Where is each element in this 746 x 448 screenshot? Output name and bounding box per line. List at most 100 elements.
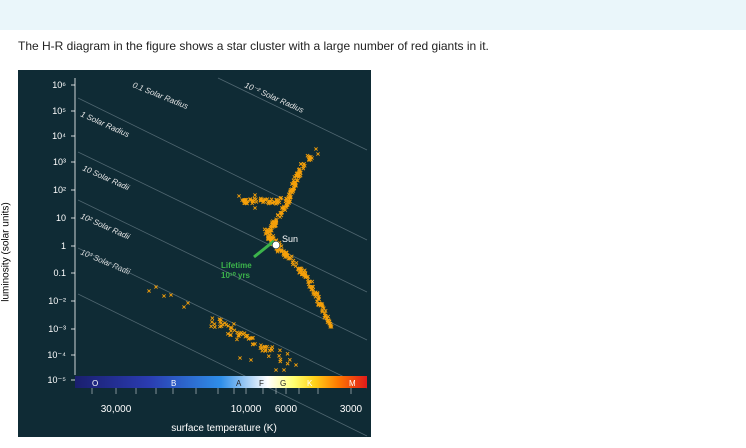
star-point — [294, 260, 299, 265]
star-point — [270, 201, 275, 205]
star-point — [258, 346, 263, 351]
spectral-class-label: G — [280, 379, 286, 388]
star-point — [262, 344, 267, 349]
star-point — [263, 344, 268, 349]
star-point — [296, 173, 300, 177]
spectral-bar — [75, 376, 367, 388]
radius-line — [77, 293, 368, 437]
y-tick-label: 10⁴ — [52, 131, 66, 141]
star-point — [320, 309, 325, 314]
star-point — [288, 195, 293, 199]
star-point — [169, 293, 173, 297]
radius-line-label: 1 Solar Radius — [79, 110, 131, 140]
star-point — [290, 190, 295, 195]
radius-line-label: 10² Solar Radii — [79, 212, 131, 242]
star-point — [285, 202, 290, 207]
star-point — [237, 194, 241, 198]
star-point — [267, 348, 272, 353]
x-tick-label: 10,000 — [231, 404, 262, 415]
star-point — [326, 314, 331, 319]
star-cluster — [147, 147, 334, 372]
star-point — [154, 285, 158, 289]
sun-marker — [271, 240, 281, 250]
x-axis-label: surface temperature (K) — [171, 423, 277, 434]
spectral-class-label: M — [349, 379, 356, 388]
star-point — [253, 206, 257, 210]
star-point — [285, 361, 290, 366]
star-point — [251, 335, 255, 340]
star-point — [223, 321, 227, 325]
star-point — [210, 316, 215, 321]
star-point — [316, 302, 321, 307]
star-point — [315, 299, 319, 304]
spectral-class-label: F — [259, 379, 264, 388]
star-point — [307, 158, 312, 163]
star-point — [210, 320, 214, 324]
star-point — [209, 324, 214, 329]
star-point — [291, 185, 296, 190]
star-point — [217, 317, 222, 322]
radius-line — [77, 151, 368, 293]
lifetime-marker-line — [253, 239, 275, 259]
y-tick-label: 10⁻⁴ — [47, 350, 66, 360]
question-text: The H-R diagram in the figure shows a st… — [18, 39, 489, 53]
star-point — [270, 220, 274, 225]
star-point — [249, 358, 253, 362]
star-point — [273, 200, 277, 205]
star-point — [315, 297, 320, 301]
x-tick-label: 3000 — [340, 404, 363, 415]
star-point — [246, 337, 251, 341]
star-point — [273, 219, 278, 224]
star-point — [263, 347, 268, 352]
star-point — [305, 153, 310, 158]
star-point — [302, 268, 307, 273]
y-tick-label: 10⁻² — [48, 296, 66, 306]
x-tick-label: 6000 — [275, 404, 298, 415]
star-point — [291, 258, 296, 263]
star-point — [296, 267, 301, 272]
y-tick-label: 10 — [56, 213, 66, 223]
radius-line-label: 10⁻² Solar Radius — [243, 81, 305, 115]
star-point — [275, 249, 280, 254]
star-point — [271, 223, 276, 228]
star-point — [279, 213, 284, 218]
star-point — [249, 336, 254, 340]
star-point — [289, 254, 294, 259]
spectral-class-label: O — [92, 379, 98, 388]
star-point — [229, 325, 234, 330]
star-point — [225, 331, 230, 336]
y-tick-label: 10⁵ — [52, 106, 66, 116]
star-point — [311, 287, 316, 292]
star-point — [288, 188, 293, 192]
star-point — [186, 301, 190, 305]
star-point — [283, 208, 288, 213]
star-point — [268, 235, 273, 240]
star-point — [262, 199, 267, 204]
lifetime-value-label: 10¹⁰ yrs — [221, 271, 251, 280]
star-point — [253, 193, 257, 197]
top-bar — [0, 0, 746, 30]
star-point — [287, 357, 292, 362]
star-point — [269, 228, 274, 233]
radius-line — [217, 77, 368, 151]
star-point — [238, 356, 242, 360]
star-point — [245, 333, 250, 338]
star-point — [320, 303, 325, 308]
star-point — [325, 318, 330, 323]
star-point — [278, 210, 283, 215]
star-point — [294, 363, 298, 367]
star-point — [328, 324, 333, 329]
star-point — [241, 332, 246, 336]
star-point — [306, 280, 311, 284]
star-point — [270, 345, 275, 349]
star-point — [326, 318, 331, 323]
star-point — [268, 228, 273, 233]
star-point — [274, 368, 278, 372]
star-point — [302, 163, 307, 168]
spectral-class-label: K — [307, 379, 313, 388]
star-point — [279, 248, 284, 253]
star-point — [282, 368, 286, 372]
star-point — [242, 201, 247, 206]
star-point — [260, 348, 265, 353]
spectral-class-label: B — [171, 379, 176, 388]
